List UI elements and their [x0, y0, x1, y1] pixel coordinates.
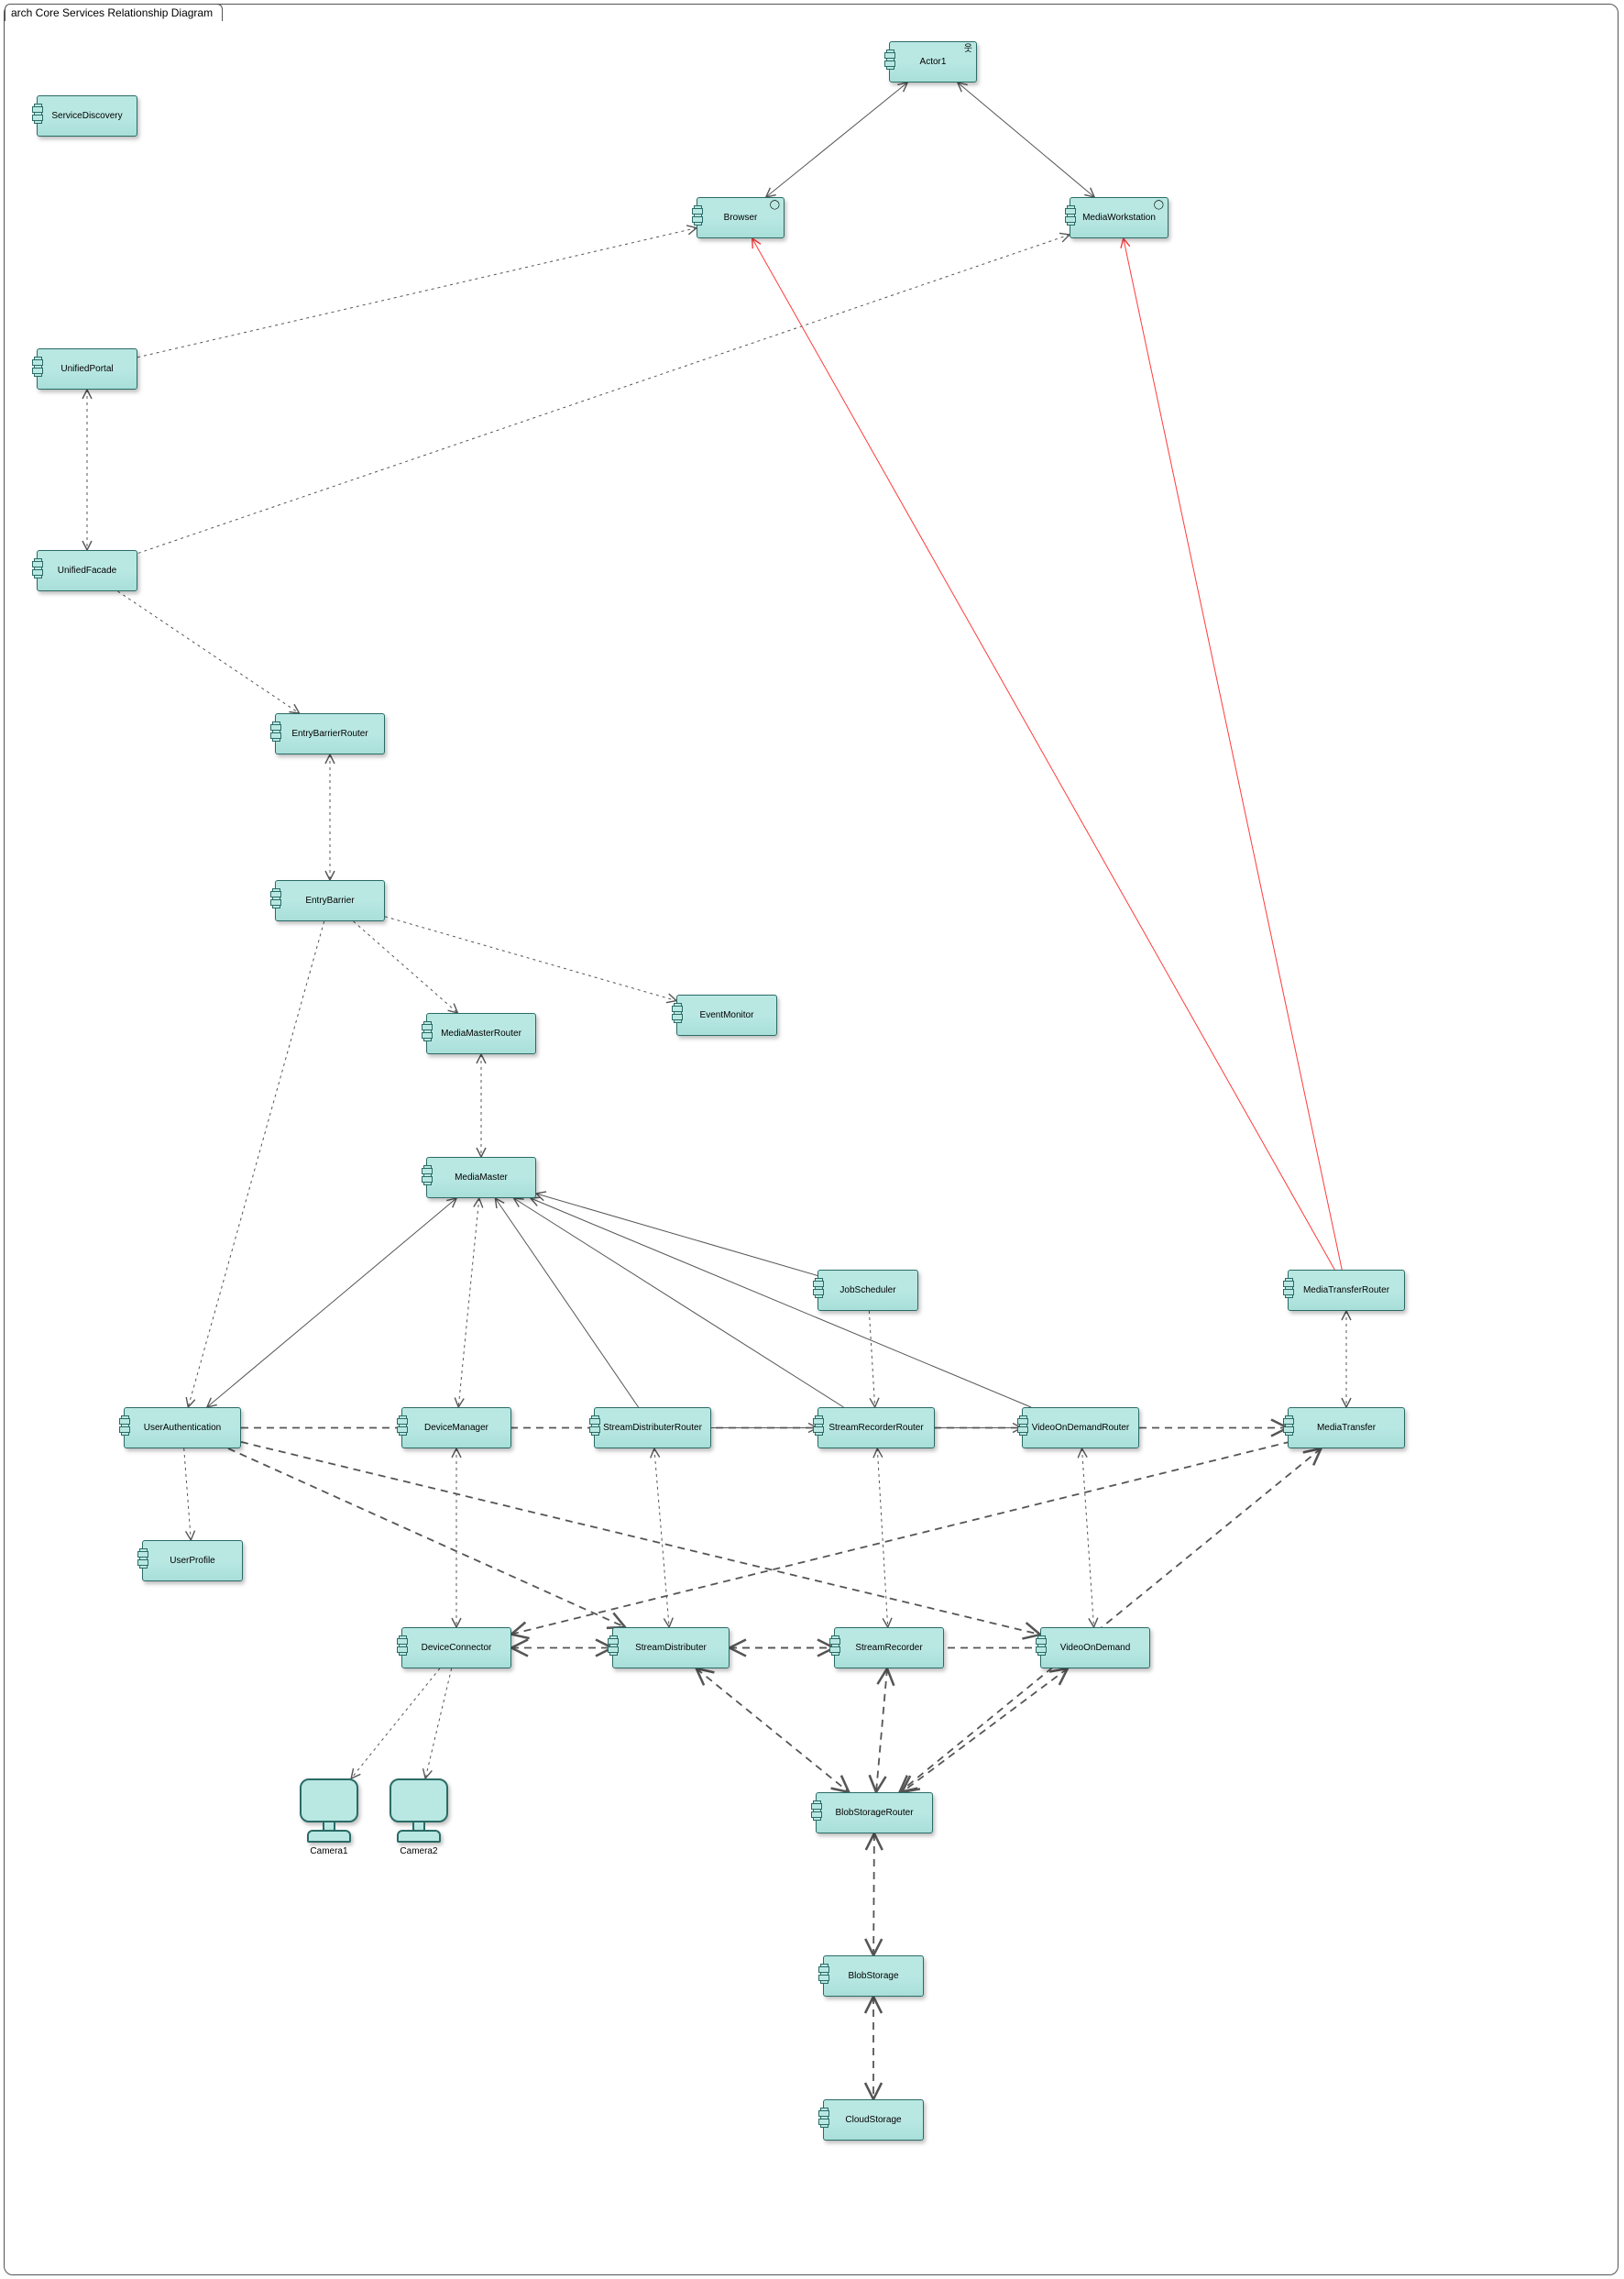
- node-label: MediaTransferRouter: [1303, 1285, 1389, 1295]
- node-label: StreamRecorderRouter: [828, 1423, 923, 1433]
- component-node-entryBarrierRouter: EntryBarrierRouter: [275, 713, 385, 754]
- component-node-deviceConnector: DeviceConnector: [401, 1627, 511, 1668]
- component-port-icon: [139, 1548, 148, 1569]
- component-port-icon: [121, 1415, 129, 1436]
- component-port-icon: [34, 558, 42, 578]
- component-node-entryBarrier: EntryBarrier: [275, 880, 385, 921]
- component-port-icon: [1285, 1278, 1293, 1298]
- node-label: Browser: [724, 213, 758, 223]
- component-node-unifiedPortal: UnifiedPortal: [37, 348, 137, 390]
- device-label: Camera1: [293, 1846, 365, 1856]
- node-label: UnifiedFacade: [58, 566, 116, 576]
- component-port-icon: [34, 104, 42, 124]
- node-label: EventMonitor: [700, 1010, 754, 1020]
- node-label: UnifiedPortal: [60, 364, 113, 374]
- node-label: Actor1: [920, 57, 947, 67]
- component-port-icon: [694, 205, 702, 226]
- node-label: ServiceDiscovery: [51, 111, 122, 121]
- component-port-icon: [831, 1635, 839, 1656]
- node-label: DeviceConnector: [422, 1643, 492, 1653]
- diagram-title: arch Core Services Relationship Diagram: [5, 4, 223, 21]
- node-label: VideoOnDemand: [1060, 1643, 1131, 1653]
- component-node-streamDistributer: StreamDistributer: [612, 1627, 730, 1668]
- component-port-icon: [1067, 205, 1075, 226]
- node-label: MediaMasterRouter: [441, 1029, 521, 1039]
- device-node-camera2: Camera2: [383, 1778, 455, 1856]
- component-port-icon: [820, 1964, 828, 1984]
- component-port-icon: [272, 888, 280, 908]
- component-node-blobStorage: BlobStorage: [823, 1955, 924, 1997]
- stereotype-icon: ◯: [1154, 201, 1164, 210]
- device-node-camera1: Camera1: [293, 1778, 365, 1856]
- component-port-icon: [674, 1003, 682, 1023]
- component-node-blobStorageRouter: BlobStorageRouter: [816, 1792, 933, 1833]
- component-node-serviceDiscovery: ServiceDiscovery: [37, 95, 137, 137]
- component-port-icon: [820, 2108, 828, 2128]
- component-port-icon: [815, 1278, 823, 1298]
- device-label: Camera2: [383, 1846, 455, 1856]
- component-node-streamDistributerRouter: StreamDistributerRouter: [594, 1407, 711, 1448]
- component-node-actor1: Actor1 웃: [889, 41, 977, 83]
- diagram-canvas: arch Core Services Relationship Diagram …: [0, 0, 1624, 2279]
- component-node-userProfile: UserProfile: [142, 1540, 243, 1581]
- component-port-icon: [423, 1021, 432, 1041]
- component-port-icon: [813, 1800, 821, 1821]
- component-node-jobScheduler: JobScheduler: [817, 1270, 918, 1311]
- component-node-mediaTransferRouter: MediaTransferRouter: [1288, 1270, 1405, 1311]
- node-label: StreamDistributer: [635, 1643, 707, 1653]
- node-label: EntryBarrierRouter: [291, 729, 368, 739]
- node-label: UserProfile: [170, 1556, 214, 1566]
- stereotype-icon: ◯: [770, 201, 780, 210]
- actor-icon: 웃: [964, 45, 972, 54]
- node-label: DeviceManager: [424, 1423, 488, 1433]
- component-port-icon: [609, 1635, 618, 1656]
- component-node-videoOnDemandRouter: VideoOnDemandRouter: [1022, 1407, 1139, 1448]
- component-port-icon: [1019, 1415, 1027, 1436]
- monitor-icon: [390, 1778, 448, 1822]
- component-port-icon: [34, 357, 42, 377]
- diagram-frame: arch Core Services Relationship Diagram: [4, 4, 1619, 2275]
- component-node-deviceManager: DeviceManager: [401, 1407, 511, 1448]
- component-port-icon: [1037, 1635, 1046, 1656]
- node-label: CloudStorage: [845, 2115, 901, 2125]
- node-label: MediaTransfer: [1317, 1423, 1376, 1433]
- component-node-mediaWorkstation: MediaWorkstation ◯: [1070, 197, 1169, 238]
- node-label: VideoOnDemandRouter: [1032, 1423, 1130, 1433]
- component-node-streamRecorderRouter: StreamRecorderRouter: [817, 1407, 935, 1448]
- component-port-icon: [399, 1635, 407, 1656]
- node-label: BlobStorage: [848, 1971, 898, 1981]
- component-port-icon: [591, 1415, 599, 1436]
- node-label: StreamDistributerRouter: [603, 1423, 702, 1433]
- component-node-mediaTransfer: MediaTransfer: [1288, 1407, 1405, 1448]
- monitor-icon: [300, 1778, 358, 1822]
- component-node-userAuthentication: UserAuthentication: [124, 1407, 241, 1448]
- component-node-browser: Browser ◯: [697, 197, 785, 238]
- component-port-icon: [886, 50, 894, 70]
- component-node-unifiedFacade: UnifiedFacade: [37, 550, 137, 591]
- node-label: StreamRecorder: [855, 1643, 922, 1653]
- node-label: JobScheduler: [839, 1285, 895, 1295]
- component-node-streamRecorder: StreamRecorder: [834, 1627, 944, 1668]
- component-port-icon: [423, 1165, 432, 1185]
- component-node-mediaMaster: MediaMaster: [426, 1157, 536, 1198]
- component-port-icon: [272, 721, 280, 742]
- component-node-videoOnDemand: VideoOnDemand: [1040, 1627, 1150, 1668]
- component-port-icon: [399, 1415, 407, 1436]
- component-node-cloudStorage: CloudStorage: [823, 2099, 924, 2141]
- node-label: EntryBarrier: [305, 896, 354, 906]
- node-label: UserAuthentication: [144, 1423, 222, 1433]
- component-port-icon: [1285, 1415, 1293, 1436]
- node-label: BlobStorageRouter: [835, 1808, 913, 1818]
- component-node-eventMonitor: EventMonitor: [676, 995, 777, 1036]
- component-node-mediaMasterRouter: MediaMasterRouter: [426, 1013, 536, 1054]
- component-port-icon: [815, 1415, 823, 1436]
- node-label: MediaWorkstation: [1082, 213, 1156, 223]
- node-label: MediaMaster: [455, 1173, 508, 1183]
